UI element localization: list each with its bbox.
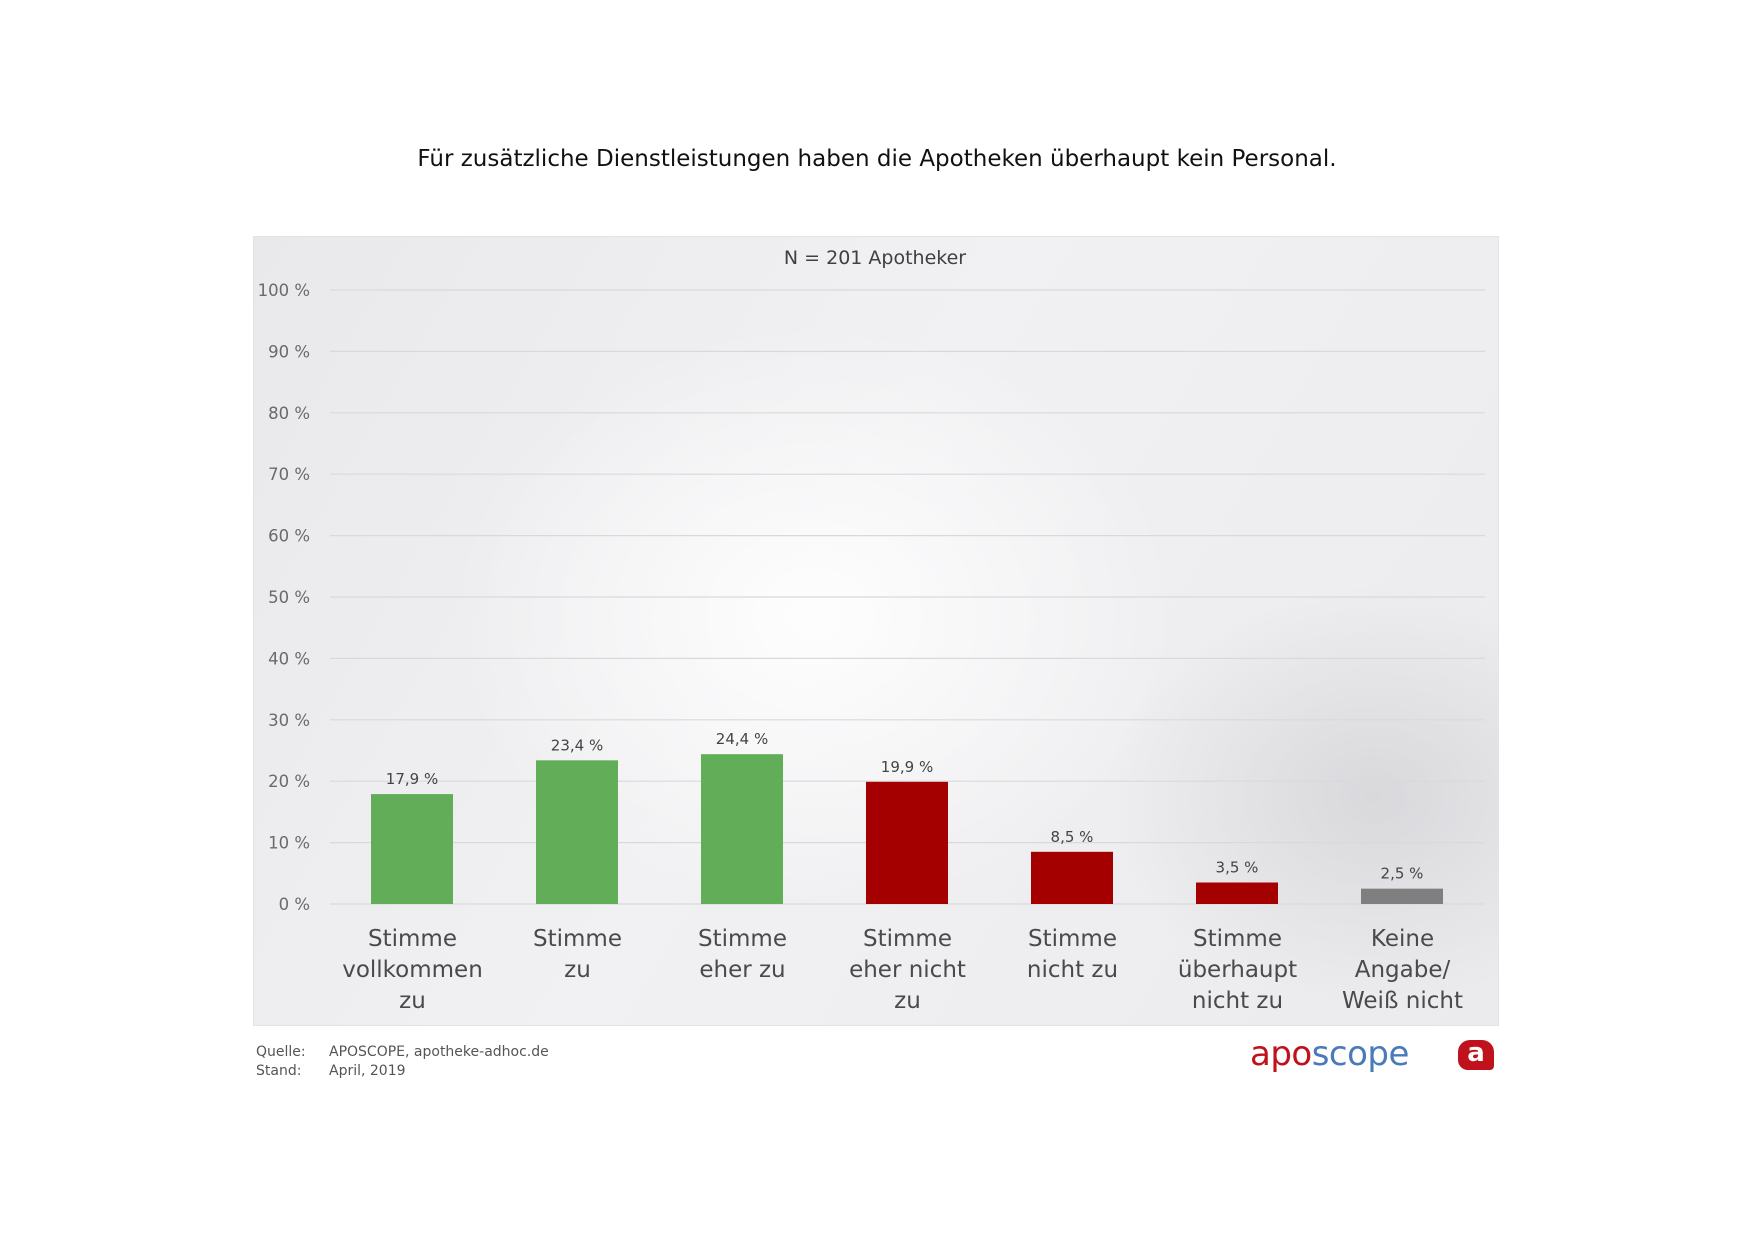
y-tick-label: 90 % [268,342,310,361]
bar [866,781,948,904]
bar [1196,882,1278,904]
y-tick-label: 80 % [268,404,310,423]
bar [1361,888,1443,904]
bar [536,760,618,904]
category-label: Stimme eher nicht zu [849,926,966,1014]
logo-part-apo: apo [1250,1034,1312,1074]
apotheke-adhoc-logo-icon: a [1458,1040,1494,1070]
value-label: 24,4 % [716,730,768,748]
date-label: Stand: [256,1063,302,1079]
bar [701,754,783,904]
value-label: 17,9 % [386,770,438,788]
value-label: 23,4 % [551,736,603,754]
value-label: 2,5 % [1381,865,1424,883]
y-tick-label: 100 % [258,281,310,300]
value-label: 19,9 % [881,758,933,776]
chart-title: Für zusätzliche Dienstleistungen haben d… [417,146,1337,172]
category-label: Stimme überhaupt nicht zu [1177,926,1298,1014]
category-label: Stimme zu [533,926,622,983]
category-label: Stimme nicht zu [1026,926,1119,983]
y-tick-label: 70 % [268,465,310,484]
value-label: 8,5 % [1051,828,1094,846]
y-tick-label: 10 % [268,834,310,853]
y-tick-label: 20 % [268,772,310,791]
y-tick-label: 30 % [268,711,310,730]
date-value: April, 2019 [329,1063,406,1079]
logo-part-scope: scope [1311,1034,1410,1074]
chart-subtitle: N = 201 Apotheker [783,247,967,269]
bar [1031,851,1113,904]
value-label: 3,5 % [1216,859,1259,877]
y-tick-label: 50 % [268,588,310,607]
aposcope-logo: aposcope [1250,1034,1409,1074]
source-label: Quelle: [256,1044,306,1060]
y-tick-label: 0 % [279,895,310,914]
bar [371,794,453,904]
y-tick-label: 60 % [268,527,310,546]
category-label: Keine Angabe/ Weiß nicht [1342,926,1463,1014]
category-label: Stimme eher zu [698,926,787,983]
category-label: Stimme vollkommen zu [342,926,483,1014]
source-value: APOSCOPE, apotheke-adhoc.de [329,1044,549,1060]
y-tick-label: 40 % [268,649,310,668]
